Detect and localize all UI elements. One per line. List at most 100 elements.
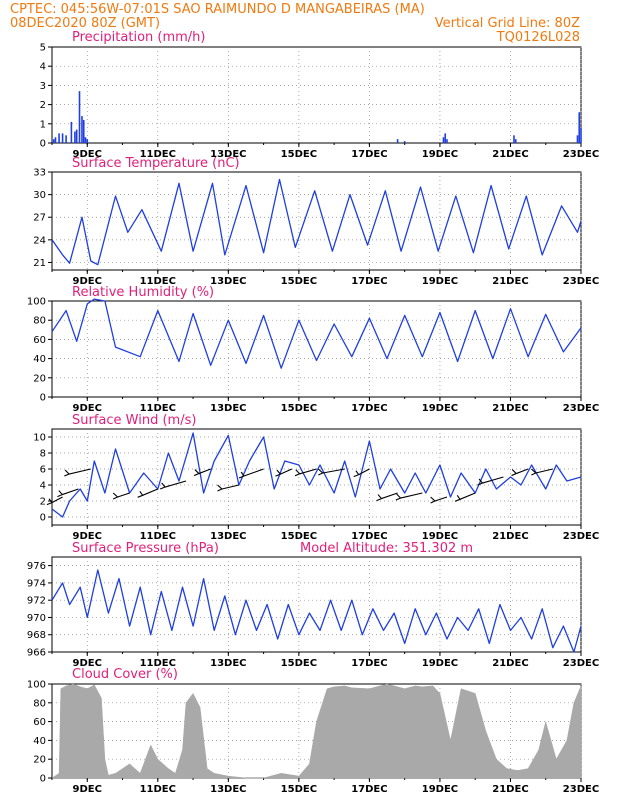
humidity-ytick-label: 80 — [33, 316, 46, 327]
wind-arrow-head — [353, 470, 360, 478]
pressure-xtick-label: 19DEC — [422, 658, 458, 669]
model-altitude: Model Altitude: 351.302 m — [300, 541, 473, 556]
cloud-cover-xtick-label: 9DEC — [73, 784, 102, 795]
humidity-xtick-label: 21DEC — [492, 403, 528, 414]
wind-arrow — [51, 496, 63, 504]
wind-arrow-head — [193, 469, 200, 477]
pressure-xtick-label: 23DEC — [563, 658, 599, 669]
wind-arrow-head — [294, 469, 301, 477]
humidity-ytick-label: 40 — [33, 354, 46, 365]
wind-ytick-label: 8 — [40, 449, 46, 460]
pressure-series-line — [51, 569, 582, 653]
wind-arrow — [434, 496, 448, 502]
wind-arrow-head — [112, 492, 119, 500]
wind-ytick-label: 0 — [40, 513, 46, 524]
wind-arrow-head — [238, 471, 245, 479]
precipitation-bar — [580, 127, 582, 143]
wind-arrow-head — [217, 484, 223, 492]
pressure-xtick-label: 11DEC — [140, 658, 176, 669]
precipitation-bar — [403, 141, 406, 143]
precipitation-ytick-label: 1 — [40, 119, 46, 130]
pressure-ytick-label: 972 — [27, 596, 46, 607]
pressure-ytick-label: 968 — [27, 630, 46, 641]
wind-arrow — [535, 468, 553, 474]
wind-arrow — [516, 468, 529, 475]
temperature-frame — [51, 171, 582, 271]
precipitation-bar — [514, 139, 517, 143]
precipitation-xtick-label: 13DEC — [210, 149, 246, 160]
precipitation-bar — [58, 133, 60, 143]
wind-arrow-head — [57, 490, 64, 498]
precipitation-bar — [78, 91, 81, 143]
wind-arrow — [459, 492, 476, 500]
temperature-ytick-label: 30 — [33, 190, 46, 201]
wind-arrow — [280, 468, 293, 475]
cloud-cover-xtick-label: 21DEC — [492, 784, 528, 795]
precipitation-ytick-label: 5 — [40, 43, 46, 54]
precipitation-panel: 0 1 2 3 4 5 9DEC 11DEC 13DEC 15DEC 17DEC 19DEC 21DEC… — [40, 43, 600, 161]
pressure-panel: 966 968 970 972 974 976 9DEC 11DEC 13DEC 15DEC 17D… — [27, 556, 599, 669]
cloud-cover-area — [51, 683, 582, 779]
precipitation-bar — [513, 135, 515, 143]
wind-arrow-head — [317, 468, 324, 476]
precipitation-bar — [576, 135, 579, 143]
wind-title: Surface Wind (m/s) — [72, 413, 196, 428]
wind-arrow — [482, 476, 504, 484]
precipitation-title: Precipitation (mm/h) — [72, 30, 205, 45]
precipitation-frame — [51, 46, 582, 144]
humidity-panel: 0 20 40 60 80 100 9DEC 11DEC 13DEC 15DEC 17DEC 19DE… — [27, 297, 599, 415]
pressure-xtick-label: 15DEC — [281, 658, 317, 669]
humidity-ytick-label: 100 — [27, 297, 46, 308]
humidity-xtick-label: 13DEC — [210, 403, 246, 414]
wind-arrow-head — [477, 478, 484, 486]
wind-xtick-label: 9DEC — [73, 531, 102, 542]
precipitation-bar — [81, 116, 83, 143]
temperature-title: Surface Temperature (nC) — [72, 156, 240, 171]
wind-arrow — [299, 468, 317, 475]
humidity-xtick-label: 15DEC — [281, 403, 317, 414]
wind-arrow-head — [430, 496, 436, 504]
wind-arrow — [400, 492, 423, 499]
wind-ytick-label: 4 — [40, 481, 46, 492]
wind-arrow — [358, 468, 370, 476]
precipitation-ytick-label: 0 — [40, 139, 46, 150]
temperature-xtick-label: 15DEC — [281, 276, 317, 287]
precipitation-bar — [54, 137, 57, 143]
wind-xtick-label: 21DEC — [492, 531, 528, 542]
cloud-cover-title: Cloud Cover (%) — [72, 667, 178, 682]
pressure-ytick-label: 974 — [27, 578, 46, 589]
cloud-cover-ytick-label: 80 — [33, 698, 46, 709]
wind-arrow-head — [159, 482, 167, 490]
wind-arrow-head — [511, 469, 518, 477]
pressure-xtick-label: 17DEC — [351, 658, 387, 669]
wind-arrow — [198, 468, 211, 475]
pressure-xtick-label: 13DEC — [210, 658, 246, 669]
precipitation-bar — [446, 139, 448, 143]
humidity-title: Relative Humidity (%) — [72, 285, 214, 300]
cloud-cover-xtick-label: 17DEC — [351, 784, 387, 795]
pressure-xtick-label: 9DEC — [73, 658, 102, 669]
wind-panel: 0 2 4 6 8 10 9DEC 11DEC 13DEC 15DEC 17DEC 19DEC 21DE… — [33, 428, 599, 542]
run-date-header: 08DEC2020 80Z (GMT) — [10, 16, 160, 31]
wind-arrow-head — [137, 490, 144, 498]
wind-xtick-label: 15DEC — [281, 531, 317, 542]
temperature-xtick-label: 17DEC — [351, 276, 387, 287]
precipitation-bar — [75, 129, 78, 143]
wind-arrow — [381, 492, 398, 500]
humidity-xtick-label: 19DEC — [422, 403, 458, 414]
cloud-cover-ytick-label: 60 — [33, 717, 46, 728]
precipitation-bar — [70, 121, 73, 143]
humidity-xtick-label: 11DEC — [140, 403, 176, 414]
pressure-xtick-label: 21DEC — [492, 658, 528, 669]
precipitation-bar — [74, 131, 76, 143]
pressure-frame — [51, 556, 582, 653]
wind-arrow-head — [395, 493, 402, 501]
temperature-xtick-label: 13DEC — [210, 276, 246, 287]
cloud-cover-xtick-label: 23DEC — [563, 784, 599, 795]
wind-arrow — [117, 492, 130, 498]
humidity-frame — [51, 300, 582, 398]
cloud-cover-xtick-label: 15DEC — [281, 784, 317, 795]
wind-arrow — [322, 468, 345, 474]
pressure-ytick-label: 970 — [27, 613, 46, 624]
